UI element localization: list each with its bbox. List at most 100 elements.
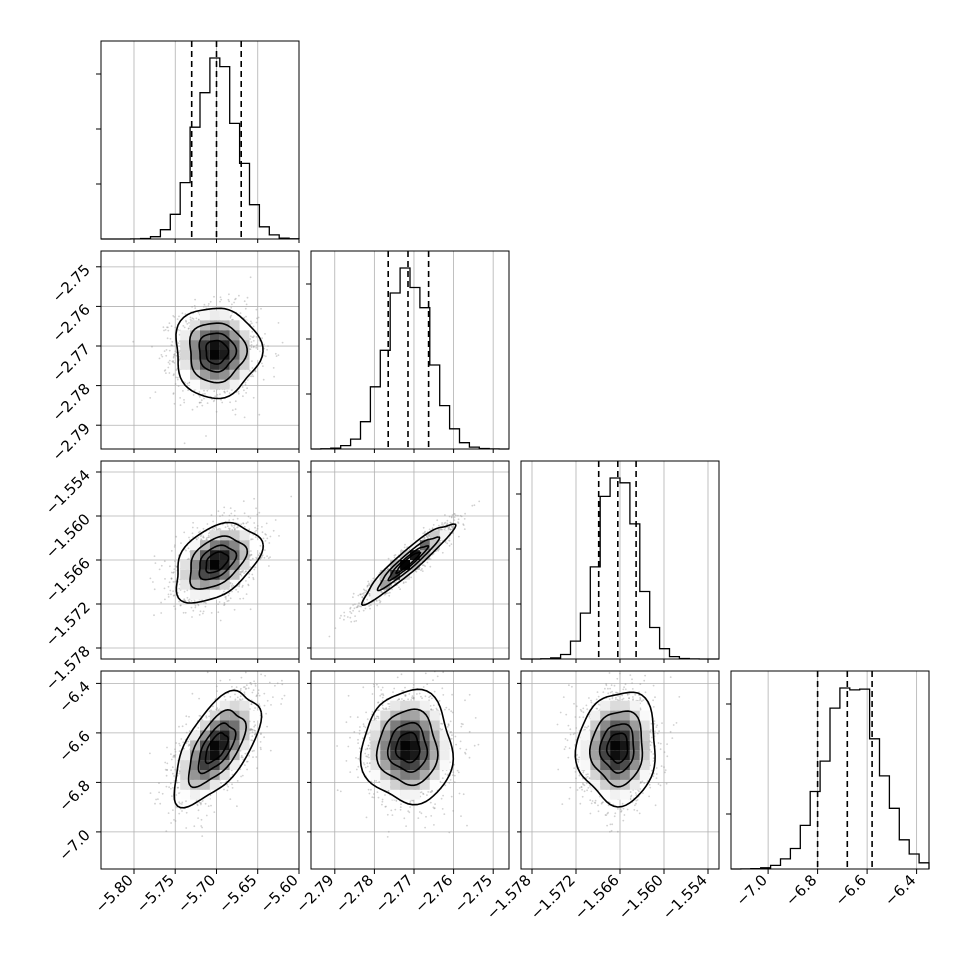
sample-point (187, 389, 190, 392)
sample-point (449, 528, 452, 531)
sample-point (192, 394, 195, 396)
sample-point (229, 401, 232, 404)
sample-point (217, 603, 220, 605)
sample-point (197, 311, 200, 314)
sample-point (243, 389, 245, 392)
sample-point (172, 392, 175, 394)
density-cell (200, 540, 210, 551)
sample-point (167, 361, 170, 364)
sample-point (364, 607, 367, 610)
sample-point (178, 355, 181, 358)
sample-point (366, 585, 369, 588)
density-cell (209, 530, 220, 541)
sample-point (234, 400, 237, 403)
density-cell (180, 330, 191, 341)
density-cell (239, 330, 250, 341)
density-cell (219, 320, 230, 331)
sample-point (268, 565, 270, 567)
sample-point (153, 614, 155, 617)
sample-point (254, 566, 257, 569)
sample-point (242, 500, 245, 503)
sample-point (249, 276, 252, 279)
sample-point (234, 408, 237, 411)
sample-point (166, 326, 168, 329)
density-cell (209, 540, 220, 551)
sample-point (212, 527, 215, 530)
sample-point (204, 392, 206, 395)
sample-point (448, 515, 451, 518)
sample-point (194, 298, 197, 301)
sample-point (250, 341, 253, 343)
sample-point (244, 570, 247, 573)
sample-point (213, 399, 216, 401)
sample-point (436, 519, 439, 522)
sample-point (464, 512, 466, 515)
sample-point (168, 372, 171, 374)
sample-point (269, 535, 272, 538)
sample-point (236, 526, 239, 529)
sample-point (328, 635, 331, 638)
sample-point (423, 564, 425, 567)
sample-point (369, 604, 372, 606)
sample-point (367, 580, 370, 583)
sample-point (255, 321, 258, 324)
sample-point (206, 402, 209, 404)
sample-point (369, 607, 371, 610)
sample-point (185, 320, 188, 323)
sample-point (194, 604, 197, 607)
sample-point (240, 523, 243, 526)
sample-point (253, 345, 255, 348)
sample-point (227, 599, 230, 602)
density-cell (229, 379, 240, 390)
density-cell (229, 569, 240, 580)
sample-point (228, 300, 231, 303)
density-cell (219, 369, 230, 380)
density-cell (190, 569, 200, 580)
sample-point (174, 544, 176, 547)
sample-point (224, 596, 227, 599)
sample-point (192, 318, 195, 320)
sample-point (212, 520, 215, 523)
contour-line (198, 544, 238, 581)
sample-point (237, 526, 240, 528)
density-cell (180, 340, 191, 350)
sample-point (239, 573, 242, 576)
sample-point (223, 602, 226, 604)
sample-point (262, 365, 264, 367)
sample-point (278, 535, 280, 537)
sample-point (249, 554, 252, 557)
sample-point (241, 386, 244, 388)
density-cell (190, 550, 200, 560)
sample-point (356, 605, 359, 608)
sample-point (246, 521, 249, 523)
sample-point (339, 617, 341, 619)
sample-point (343, 611, 346, 614)
sample-point (402, 581, 405, 584)
density-cell (180, 350, 191, 360)
sample-point (383, 593, 386, 596)
sample-point (166, 337, 169, 340)
sample-point (193, 599, 196, 602)
sample-point (261, 337, 263, 340)
sample-point (429, 558, 432, 560)
sample-point (215, 410, 218, 413)
sample-point (230, 314, 233, 317)
sample-point (261, 362, 263, 365)
sample-point (239, 312, 242, 314)
sample-point (178, 333, 181, 336)
sample-point (239, 573, 242, 575)
sample-point (444, 514, 446, 516)
sample-point (165, 372, 167, 374)
sample-point (177, 385, 180, 387)
sample-point (429, 565, 432, 568)
sample-point (254, 370, 257, 373)
sample-point (176, 376, 179, 379)
sample-point (228, 592, 231, 595)
sample-point (218, 601, 221, 603)
sample-point (450, 516, 453, 519)
sample-point (451, 526, 454, 529)
sample-point (231, 590, 233, 593)
sample-point (164, 329, 167, 331)
sample-point (245, 392, 248, 394)
sample-point (261, 555, 263, 557)
